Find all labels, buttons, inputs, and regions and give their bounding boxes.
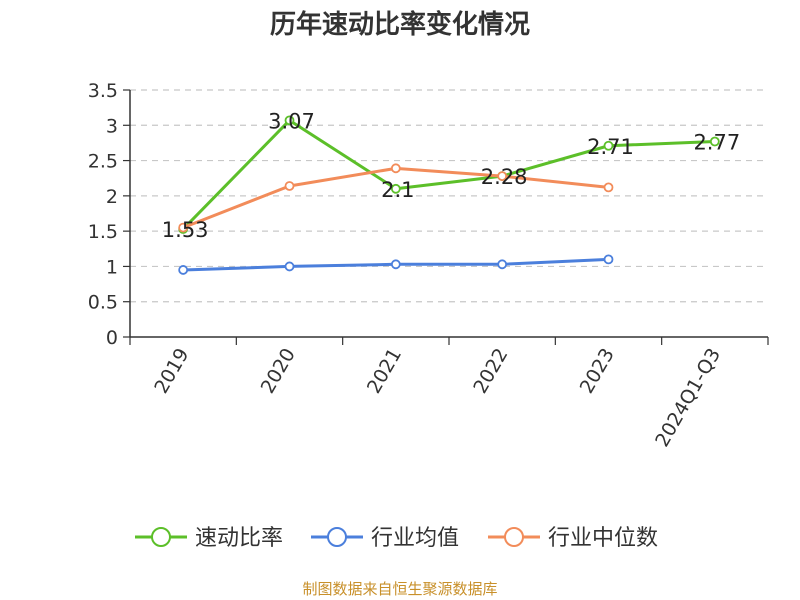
data-label-0-3: 2.28 <box>481 165 528 189</box>
point-0-2 <box>390 183 401 194</box>
x-tick-label-0: 2019 <box>150 345 193 398</box>
point-1-3 <box>497 259 508 270</box>
x-tick-label-5: 2024Q1-Q3 <box>651 345 725 451</box>
point-0-1 <box>284 115 295 126</box>
y-tick-label-7: 3.5 <box>88 80 118 102</box>
series-line-0 <box>182 118 715 231</box>
legend-label-2: 行业中位数 <box>548 526 658 551</box>
point-2-2 <box>390 163 401 174</box>
data-label-0-1: 3.07 <box>268 109 315 133</box>
grid-lines <box>130 89 768 303</box>
legend: 速动比率 行业均值 行业中位数 <box>135 526 658 551</box>
y-tick-label-2: 1 <box>106 256 118 278</box>
point-1-0 <box>178 265 189 275</box>
data-labels: 1.53 3.07 2.1 2.28 2.71 2.77 <box>162 109 740 242</box>
y-tick-label-4: 2 <box>106 186 118 208</box>
point-0-5 <box>709 136 720 147</box>
point-2-4 <box>603 182 614 193</box>
data-label-0-4: 2.71 <box>587 135 634 159</box>
legend-marker-2 <box>504 527 524 547</box>
x-tick-label-1: 2020 <box>257 345 300 398</box>
legend-label-1: 行业均值 <box>371 526 459 551</box>
y-tick-label-6: 3 <box>106 115 118 137</box>
y-tick-label-0: 0 <box>106 327 118 349</box>
point-1-4 <box>603 254 614 265</box>
data-label-0-0: 1.53 <box>162 218 209 242</box>
point-2-1 <box>284 181 295 191</box>
chart-title: 历年速动比率变化情况 <box>269 10 530 40</box>
y-tick-label-1: 0.5 <box>88 292 118 314</box>
source-note: 制图数据来自恒生聚源数据库 <box>302 580 498 598</box>
data-label-0-5: 2.77 <box>693 131 740 155</box>
point-2-0 <box>178 222 189 233</box>
x-tick-label-2: 2021 <box>363 345 406 398</box>
data-label-0-2: 2.1 <box>381 178 414 202</box>
legend-label-0: 速动比率 <box>195 526 283 551</box>
legend-marker-0 <box>151 527 171 547</box>
point-0-4 <box>603 140 614 151</box>
point-1-1 <box>284 261 295 272</box>
y-tick-label-3: 1.5 <box>88 221 118 243</box>
x-tick-label-3: 2022 <box>469 344 512 397</box>
x-tick-label-4: 2023 <box>576 345 619 398</box>
series-layer <box>178 115 720 275</box>
legend-marker-1 <box>327 527 347 547</box>
y-tick-label-5: 2.5 <box>88 151 118 173</box>
point-1-2 <box>390 259 401 270</box>
point-2-3 <box>497 171 508 181</box>
